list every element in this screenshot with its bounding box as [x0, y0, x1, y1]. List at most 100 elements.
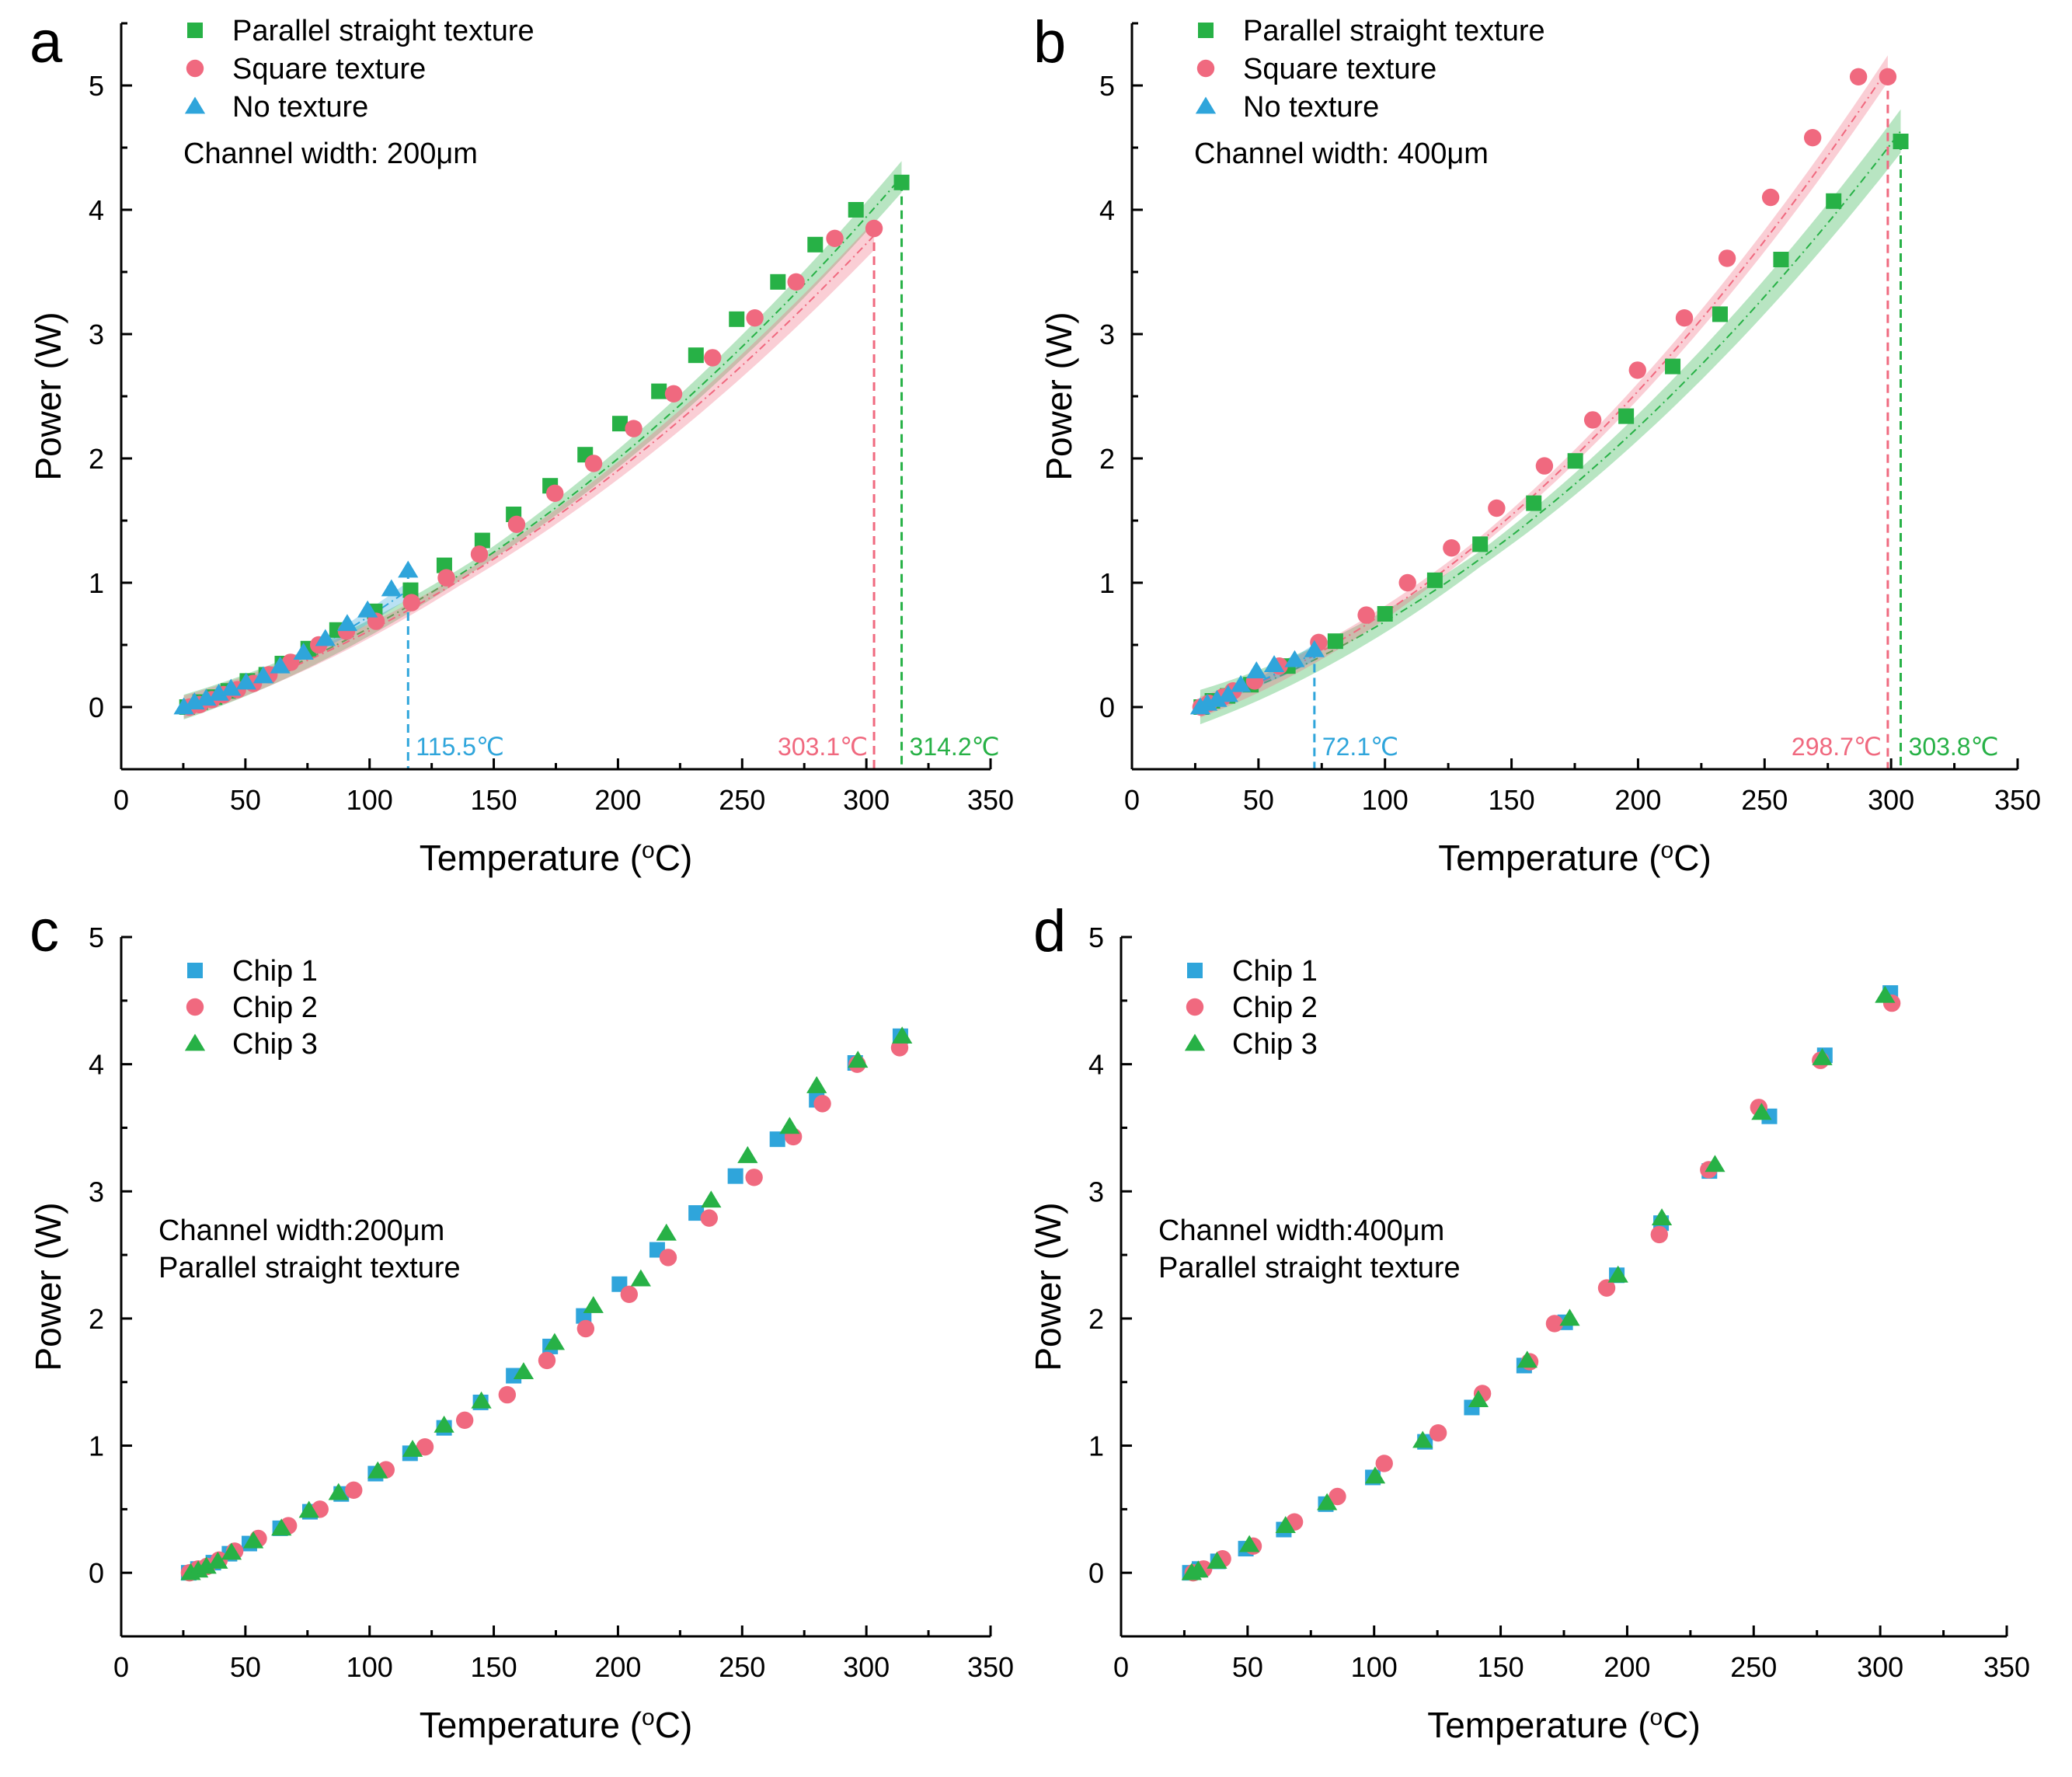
y-tick-label: 3 — [1088, 1176, 1104, 1207]
y-tick-label: 5 — [89, 922, 104, 953]
x-axis-title-unit: C) — [655, 1705, 693, 1745]
legend-marker — [184, 96, 206, 114]
data-point — [1357, 606, 1375, 624]
y-tick-label: 2 — [89, 1303, 104, 1335]
y-tick-label: 1 — [89, 1430, 104, 1462]
data-point — [1230, 674, 1252, 692]
data-point — [807, 236, 824, 253]
data-point — [1761, 188, 1780, 207]
x-axis-title-text: Temperature ( — [1427, 1705, 1650, 1745]
x-tick-label: 350 — [967, 1651, 1014, 1683]
series-chip-3 — [180, 1026, 913, 1580]
x-tick-label: 0 — [113, 784, 129, 816]
data-point — [336, 614, 358, 632]
data-point — [806, 1075, 827, 1093]
data-point — [1284, 650, 1305, 667]
data-point — [538, 1351, 556, 1370]
data-point — [746, 309, 764, 327]
legend-label: Parallel straight texture — [1243, 15, 1545, 47]
y-tick-label: 2 — [1099, 443, 1115, 475]
x-axis-title-text: Temperature ( — [1438, 838, 1661, 878]
x-tick-label: 250 — [1730, 1651, 1777, 1683]
data-point — [813, 1095, 831, 1113]
x-tick-label: 200 — [1604, 1651, 1650, 1683]
data-point — [1826, 193, 1842, 209]
y-tick-label: 5 — [89, 70, 104, 102]
data-point — [729, 311, 745, 327]
data-point — [1488, 499, 1506, 517]
legend-marker — [186, 998, 204, 1016]
x-axis-title: Temperature (oC) — [1427, 1705, 1701, 1745]
y-tick-label: 3 — [89, 319, 104, 350]
data-point — [1650, 1225, 1668, 1244]
series-parallel-straight-texture — [179, 174, 910, 715]
legend-marker — [186, 59, 204, 78]
y-tick-label: 1 — [1088, 1430, 1104, 1462]
data-point — [1364, 1466, 1386, 1484]
x-axis-title-unit: C) — [655, 838, 693, 878]
x-axis-title-text: Temperature ( — [420, 838, 642, 878]
data-point — [576, 1319, 595, 1338]
annotation-line: Channel width:200μm — [158, 1214, 444, 1247]
legend-label: Parallel straight texture — [232, 15, 535, 47]
x-tick-label: 200 — [594, 784, 641, 816]
data-point — [625, 420, 642, 437]
x-tick-label: 350 — [1994, 784, 2041, 816]
data-point — [402, 1439, 423, 1457]
legend-marker — [1196, 59, 1215, 78]
x-tick-label: 50 — [1232, 1651, 1263, 1683]
data-point — [1207, 689, 1228, 707]
cutoff-label-1: 303.1℃ — [778, 733, 868, 761]
channel-width-note: Channel width: 200μm — [183, 138, 478, 170]
x-tick-label: 300 — [1857, 1651, 1903, 1683]
data-point — [221, 1542, 242, 1560]
cutoff-label-2: 303.8℃ — [1909, 733, 1999, 761]
y-tick-label: 3 — [1099, 319, 1115, 350]
y-tick-label: 5 — [1088, 922, 1104, 953]
data-point — [1327, 633, 1343, 650]
channel-width-note: Channel width: 400μm — [1194, 138, 1489, 170]
data-point — [1304, 639, 1325, 657]
data-point — [402, 582, 419, 598]
data-point — [437, 569, 455, 587]
data-point — [584, 455, 603, 472]
legend-marker — [187, 23, 203, 38]
y-axis-title: Power (W) — [1028, 1202, 1068, 1371]
data-point — [434, 1415, 454, 1433]
x-tick-label: 300 — [843, 784, 890, 816]
data-point — [1559, 1308, 1580, 1326]
x-tick-label: 100 — [346, 1651, 393, 1683]
x-tick-label: 350 — [967, 784, 1014, 816]
data-point — [242, 1531, 264, 1549]
annotation-line: Parallel straight texture — [158, 1252, 461, 1284]
data-point — [1377, 606, 1393, 622]
series-chip-2 — [1184, 994, 1901, 1582]
x-tick-label: 0 — [1113, 1651, 1129, 1683]
data-point — [513, 1362, 535, 1380]
data-point — [1567, 453, 1583, 469]
data-point — [611, 416, 628, 432]
annotation-line: Channel width:400μm — [1158, 1214, 1444, 1247]
legend-marker — [184, 1033, 206, 1051]
data-point — [1275, 1516, 1296, 1534]
data-point — [221, 678, 242, 696]
data-point — [1317, 1493, 1338, 1510]
data-point — [1429, 1423, 1447, 1442]
fit-curve-0 — [183, 176, 903, 708]
data-point — [544, 1333, 566, 1350]
data-point — [1217, 685, 1238, 702]
legend-label: No texture — [1243, 91, 1379, 124]
data-point — [1849, 68, 1868, 86]
data-point — [298, 1500, 319, 1518]
x-axis-title-unit: C) — [1663, 1705, 1701, 1745]
data-point — [893, 174, 910, 190]
data-point — [436, 557, 452, 573]
panel-d: d 0 50 100 150 200 250 300 350 0 1 2 3 4 5 Temperature … — [1028, 898, 2030, 1745]
series-chip-3 — [1181, 985, 1896, 1580]
data-point — [1517, 1350, 1537, 1368]
x-tick-label: 150 — [471, 784, 517, 816]
legend-marker — [187, 963, 203, 978]
data-point — [367, 1461, 388, 1479]
x-tick-label: 250 — [719, 1651, 765, 1683]
